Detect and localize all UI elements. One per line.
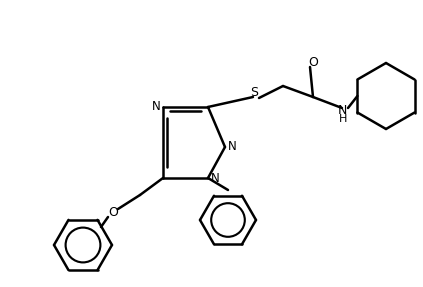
Text: N: N — [211, 172, 220, 185]
Text: S: S — [250, 86, 258, 100]
Text: N: N — [151, 100, 160, 113]
Text: O: O — [108, 207, 118, 220]
Text: H: H — [339, 114, 347, 124]
Text: N: N — [228, 139, 236, 152]
Text: N: N — [337, 104, 347, 117]
Text: O: O — [308, 57, 318, 69]
